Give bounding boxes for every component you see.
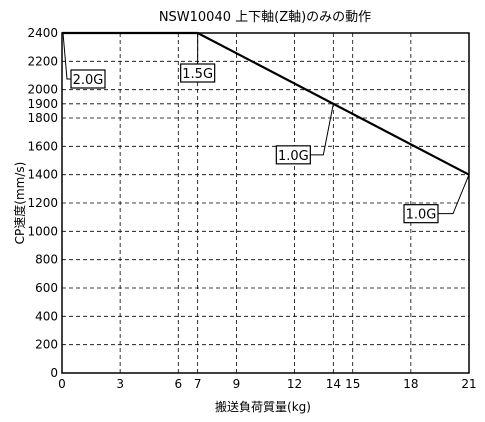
x-tick-label: 14 xyxy=(326,377,341,391)
x-tick-label: 21 xyxy=(461,377,476,391)
y-tick-label: 2000 xyxy=(27,83,58,97)
x-axis-title: 搬送負荷質量(kg) xyxy=(215,399,311,414)
x-tick-label: 7 xyxy=(194,377,202,391)
plot-frame xyxy=(61,32,470,374)
y-tick-label: 1000 xyxy=(27,224,58,238)
y-tick-label: 600 xyxy=(35,281,58,295)
y-tick-label: 1400 xyxy=(27,168,58,182)
annotation-box xyxy=(403,204,439,224)
y-axis-ticks: 0 200 400 600 800 1000 1200 1400 1600 18001900200… xyxy=(27,26,58,380)
annotation-box xyxy=(180,63,216,83)
x-tick-label: 6 xyxy=(174,377,182,391)
y-tick-label: 1600 xyxy=(27,139,58,153)
y-tick-label: 2400 xyxy=(27,26,58,40)
y-tick-label: 1200 xyxy=(27,196,58,210)
annotation-label: 1.5G xyxy=(182,67,213,82)
annotation-leader xyxy=(310,103,334,156)
annotation-label: 1.0G xyxy=(278,149,309,164)
grid xyxy=(62,33,469,373)
x-axis-ticks: 0 3 6 7 9 12 14 15 18 21 xyxy=(58,377,476,391)
x-tick-label: 15 xyxy=(345,377,360,391)
x-tick-label: 3 xyxy=(116,377,124,391)
x-tick-label: 18 xyxy=(403,377,418,391)
annotations: 2.0G 1.5G 1.0G 1.0G xyxy=(62,32,470,224)
y-tick-label: 1900 xyxy=(27,97,58,111)
x-tick-label: 0 xyxy=(58,377,66,391)
y-tick-label: 0 xyxy=(50,366,58,380)
chart-title: NSW10040 上下軸(Z軸)のみの動作 xyxy=(159,10,371,25)
annotation-leader xyxy=(438,174,470,215)
y-tick-label: 2200 xyxy=(27,54,58,68)
annotation-label: 2.0G xyxy=(73,73,104,88)
x-tick-label: 12 xyxy=(287,377,302,391)
y-axis-title: CP速度(mm/s) xyxy=(12,162,27,245)
y-tick-label: 800 xyxy=(35,253,58,267)
annotation-box xyxy=(70,69,106,89)
y-tick-label: 400 xyxy=(35,309,58,323)
y-tick-label: 1800 xyxy=(27,111,58,125)
y-tick-label: 200 xyxy=(35,338,58,352)
annotation-box xyxy=(275,145,311,165)
annotation-leader xyxy=(62,32,71,80)
annotation-label: 1.0G xyxy=(406,208,437,223)
x-tick-label: 9 xyxy=(233,377,241,391)
